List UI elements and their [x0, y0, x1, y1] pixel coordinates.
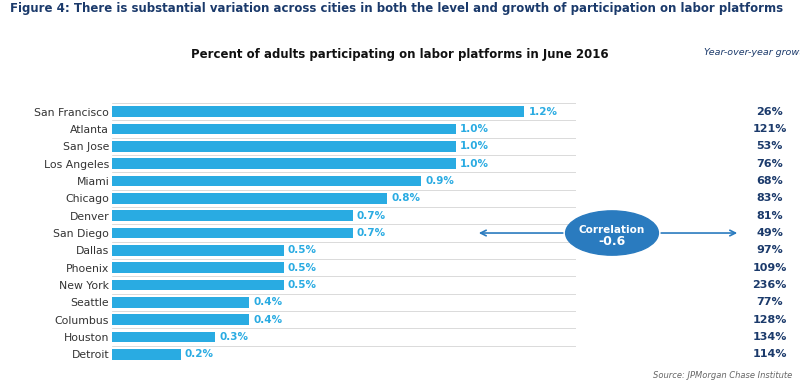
Bar	[112, 280, 284, 290]
Text: 97%: 97%	[756, 245, 783, 255]
Text: 0.5%: 0.5%	[288, 245, 317, 255]
Text: 83%: 83%	[756, 193, 783, 203]
Text: 128%: 128%	[753, 315, 786, 325]
Text: 134%: 134%	[753, 332, 786, 342]
Text: 1.0%: 1.0%	[460, 124, 489, 134]
Text: 1.2%: 1.2%	[529, 107, 558, 117]
Text: 236%: 236%	[753, 280, 786, 290]
Circle shape	[566, 211, 658, 255]
Bar	[112, 297, 250, 308]
Text: 76%: 76%	[756, 159, 783, 169]
Bar	[112, 262, 284, 273]
Text: 1.0%: 1.0%	[460, 159, 489, 169]
Text: 0.4%: 0.4%	[254, 297, 282, 307]
Text: 0.3%: 0.3%	[219, 332, 248, 342]
Bar	[112, 314, 250, 325]
Text: 0.9%: 0.9%	[426, 176, 454, 186]
Text: 53%: 53%	[757, 141, 782, 151]
Text: 0.7%: 0.7%	[357, 228, 386, 238]
Text: 1.0%: 1.0%	[460, 141, 489, 151]
Text: 121%: 121%	[753, 124, 786, 134]
Bar	[112, 159, 456, 169]
Text: Source: JPMorgan Chase Institute: Source: JPMorgan Chase Institute	[653, 371, 792, 380]
Text: 68%: 68%	[756, 176, 783, 186]
Bar	[112, 107, 525, 117]
Text: 0.2%: 0.2%	[185, 349, 214, 359]
Text: 49%: 49%	[756, 228, 783, 238]
Text: 114%: 114%	[752, 349, 787, 359]
Text: 0.5%: 0.5%	[288, 280, 317, 290]
Text: 0.4%: 0.4%	[254, 315, 282, 325]
Bar	[112, 245, 284, 256]
Bar	[112, 228, 353, 238]
Bar	[112, 124, 456, 134]
Text: 0.5%: 0.5%	[288, 263, 317, 273]
Text: 26%: 26%	[756, 107, 783, 117]
Bar	[112, 210, 353, 221]
Bar	[112, 349, 181, 359]
Text: 109%: 109%	[753, 263, 786, 273]
Text: Year-over-year growth: Year-over-year growth	[703, 48, 800, 57]
Text: Correlation: Correlation	[579, 225, 645, 235]
Text: -0.6: -0.6	[598, 235, 626, 248]
Text: Percent of adults participating on labor platforms in June 2016: Percent of adults participating on labor…	[191, 48, 609, 61]
Bar	[112, 332, 215, 342]
Bar	[112, 141, 456, 152]
Bar	[112, 176, 422, 186]
Text: 77%: 77%	[756, 297, 783, 307]
Bar	[112, 193, 387, 204]
Text: Figure 4: There is substantial variation across cities in both the level and gro: Figure 4: There is substantial variation…	[10, 2, 782, 15]
Text: 0.8%: 0.8%	[391, 193, 420, 203]
Text: 81%: 81%	[756, 211, 783, 221]
Text: 0.7%: 0.7%	[357, 211, 386, 221]
